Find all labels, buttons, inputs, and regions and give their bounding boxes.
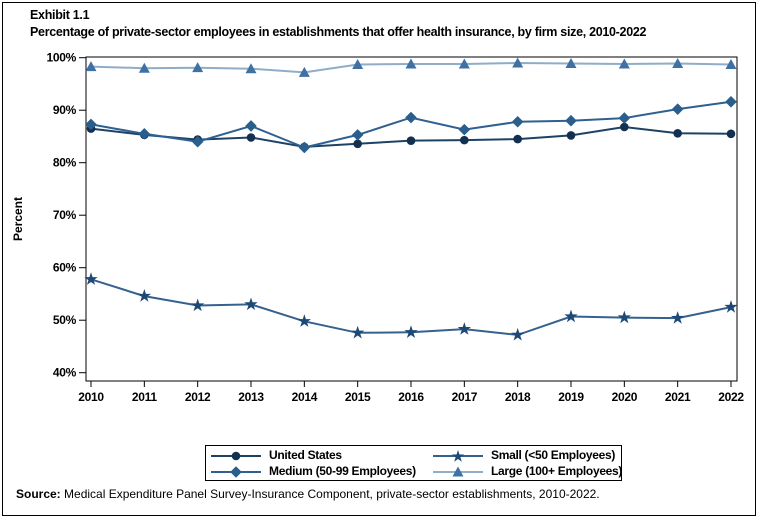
chart-title: Percentage of private-sector employees i… [30, 25, 647, 39]
y-tick-label: 60% [53, 261, 77, 275]
star-marker-icon [432, 449, 484, 462]
chart-legend: United States Small (<50 Employees) Medi… [205, 445, 622, 481]
y-tick-label: 90% [53, 103, 77, 117]
x-tick-label: 2021 [665, 390, 691, 404]
legend-item-large: Large (100+ Employees) [432, 463, 622, 479]
diamond-marker-icon [210, 465, 262, 479]
series-diamond [85, 96, 737, 154]
line-chart: Percent 40% 50% 60% 70% 80% 90% 100% 2010 2011 20… [11, 51, 745, 404]
x-tick-label: 2016 [398, 390, 424, 404]
x-tick-label: 2011 [132, 390, 157, 404]
y-tick-label: 40% [53, 366, 77, 380]
x-tick-label: 2019 [558, 390, 584, 404]
circle-marker-icon [210, 449, 262, 461]
x-tick-label: 2017 [452, 390, 478, 404]
x-tick-label: 2012 [185, 390, 211, 404]
x-tick-label: 2010 [78, 390, 104, 404]
legend-item-small: Small (<50 Employees) [432, 447, 622, 463]
legend-label: Large (100+ Employees) [491, 464, 623, 479]
x-tick-label: 2015 [345, 390, 371, 404]
x-tick-label: 2014 [292, 390, 318, 404]
legend-label: Medium (50-99 Employees) [269, 464, 416, 479]
triangle-marker-icon [432, 465, 484, 477]
x-tick-label: 2013 [238, 390, 264, 404]
y-tick-label: 50% [53, 313, 77, 327]
source-line: Source: Medical Expenditure Panel Survey… [16, 487, 600, 501]
series-triangle [85, 57, 737, 77]
exhibit-number: Exhibit 1.1 [30, 8, 90, 22]
source-label: Source: [16, 487, 61, 501]
y-tick-label: 100% [47, 51, 77, 65]
legend-label: United States [269, 447, 342, 462]
source-text: Medical Expenditure Panel Survey-Insuran… [60, 487, 600, 501]
x-tick-label: 2022 [718, 390, 744, 404]
y-axis-title: Percent [11, 197, 25, 241]
legend-item-medium: Medium (50-99 Employees) [210, 463, 432, 479]
x-tick-label: 2018 [505, 390, 531, 404]
legend-item-united-states: United States [210, 447, 432, 463]
series-circle [86, 122, 736, 152]
plot-frame [85, 56, 738, 382]
title-block: Exhibit 1.1 Percentage of private-sector… [30, 7, 646, 41]
x-tick-label: 2020 [612, 390, 638, 404]
y-tick-label: 70% [53, 208, 77, 222]
y-tick-label: 80% [53, 156, 77, 170]
series-star [84, 272, 738, 341]
legend-label: Small (<50 Employees) [491, 447, 616, 462]
